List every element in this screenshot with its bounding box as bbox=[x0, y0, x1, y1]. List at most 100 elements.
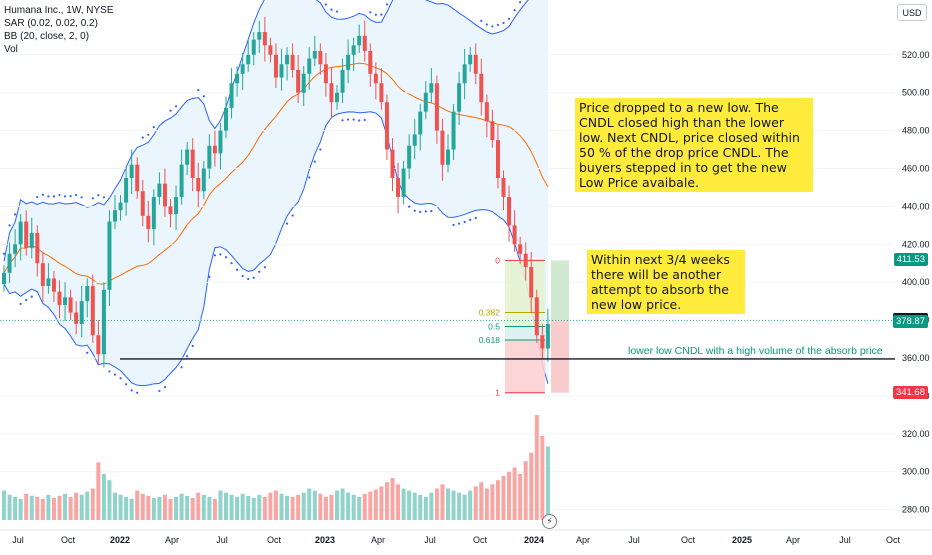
fib-retracement[interactable]: 0 0.382 0.5 0.618 1 bbox=[479, 255, 545, 398]
candle bbox=[90, 274, 95, 343]
candle bbox=[323, 52, 328, 97]
price-axis[interactable]: 280.00300.00320.00340.00360.00380.00400.… bbox=[902, 50, 930, 515]
sar-indicator-label[interactable]: SAR (0.02, 0.02, 0.2) bbox=[4, 18, 98, 29]
sar-dot bbox=[147, 133, 150, 136]
candle-body bbox=[224, 107, 228, 131]
candle-body bbox=[335, 92, 339, 103]
volume-indicator-label[interactable]: Vol bbox=[4, 44, 18, 55]
candle-body bbox=[340, 69, 345, 93]
candle bbox=[440, 119, 445, 181]
sar-dot bbox=[86, 351, 89, 354]
volume-bar bbox=[407, 490, 412, 520]
sar-dot bbox=[308, 176, 311, 179]
sar-dot bbox=[352, 118, 355, 121]
volume-bar bbox=[473, 486, 478, 520]
volume-bar bbox=[79, 494, 84, 520]
sar-dot bbox=[502, 21, 505, 25]
time-axis[interactable]: Jul Oct 2022 Apr Jul Oct 2023 Apr Jul Oct 2024 Apr J… bbox=[0, 529, 932, 545]
candle-body bbox=[534, 297, 539, 336]
candle bbox=[85, 278, 90, 318]
fib-level-label: 0.618 bbox=[479, 335, 501, 345]
volume-bar bbox=[335, 490, 339, 520]
sar-dot bbox=[474, 216, 477, 220]
price-tick-label: 300.00 bbox=[902, 467, 930, 477]
position-boxes[interactable] bbox=[551, 260, 569, 393]
volume-bar bbox=[129, 499, 134, 520]
bb-upper bbox=[3, 0, 529, 262]
sar-dot bbox=[158, 389, 161, 393]
sar-dot bbox=[186, 355, 189, 358]
sar-dot bbox=[30, 295, 33, 298]
price-tick-label: 480.00 bbox=[902, 126, 930, 136]
candle-body bbox=[29, 232, 34, 249]
volume-bar bbox=[201, 494, 206, 520]
sar-dot bbox=[341, 119, 344, 122]
candle bbox=[335, 85, 339, 110]
time-tick-label: Oct bbox=[473, 535, 488, 545]
volume-bar bbox=[401, 488, 406, 520]
volume-bar bbox=[318, 493, 323, 520]
annotation-mid[interactable]: Within next 3/4 weeks there will be anot… bbox=[587, 250, 745, 314]
candle-body bbox=[373, 73, 378, 84]
sar-dot bbox=[480, 19, 483, 22]
sar-dot bbox=[197, 89, 200, 92]
candle bbox=[162, 168, 167, 217]
sar-dot bbox=[219, 253, 222, 256]
candle bbox=[307, 47, 312, 90]
volume-bar bbox=[96, 462, 101, 520]
candle-body bbox=[13, 244, 18, 254]
volume-bar bbox=[490, 484, 495, 520]
candle bbox=[346, 39, 351, 84]
stop-zone bbox=[551, 320, 569, 393]
candle-body bbox=[273, 54, 278, 78]
bb-lower bbox=[3, 111, 549, 387]
sar-dot bbox=[58, 193, 61, 197]
candle-body bbox=[412, 134, 417, 146]
support-label: lower low CNDL with a high volume of the… bbox=[628, 345, 883, 357]
lightning-icon[interactable]: ⚡ bbox=[542, 514, 557, 529]
time-tick-label: Oct bbox=[681, 535, 696, 545]
fib-level-label: 0.382 bbox=[479, 308, 501, 318]
fib-zone bbox=[505, 312, 545, 327]
candle bbox=[507, 185, 512, 242]
candle-body bbox=[285, 54, 290, 65]
candle-body bbox=[351, 45, 356, 55]
volume-bar bbox=[2, 490, 6, 520]
volume-bar bbox=[534, 415, 539, 520]
volume-bar bbox=[501, 475, 506, 520]
sar-dot bbox=[191, 344, 194, 348]
candle-body bbox=[451, 111, 456, 150]
volume-bar bbox=[301, 492, 306, 520]
candle-body bbox=[512, 225, 517, 245]
volume-bar bbox=[63, 493, 68, 520]
volume-bar bbox=[285, 495, 290, 520]
sar-dot bbox=[230, 262, 233, 265]
annotation-top[interactable]: Price dropped to a new low. The CNDL clo… bbox=[575, 98, 813, 192]
candle bbox=[124, 166, 129, 216]
candle bbox=[457, 71, 462, 125]
price-tick-label: 400.00 bbox=[902, 277, 930, 287]
candle bbox=[273, 43, 278, 88]
symbol-title[interactable]: Humana Inc., 1W, NYSE bbox=[4, 5, 114, 16]
candle bbox=[35, 225, 40, 277]
candle bbox=[101, 282, 106, 368]
sar-dot bbox=[41, 193, 44, 196]
support-line[interactable]: lower low CNDL with a high volume of the… bbox=[0, 319, 895, 360]
sar-dot bbox=[8, 224, 11, 227]
currency-button[interactable]: USD bbox=[897, 4, 927, 21]
candle-body bbox=[135, 164, 140, 192]
candle bbox=[57, 280, 62, 319]
candle-body bbox=[440, 130, 445, 165]
candle-body bbox=[113, 210, 117, 222]
sar-dot bbox=[119, 377, 122, 380]
candle-body bbox=[201, 168, 206, 192]
candle bbox=[434, 75, 439, 144]
sar-dot bbox=[358, 119, 361, 122]
bb-indicator-label[interactable]: BB (20, close, 2, 0) bbox=[4, 31, 90, 42]
volume-bar bbox=[273, 490, 278, 520]
candle bbox=[429, 68, 434, 104]
candle bbox=[357, 24, 362, 53]
candle bbox=[262, 16, 267, 62]
